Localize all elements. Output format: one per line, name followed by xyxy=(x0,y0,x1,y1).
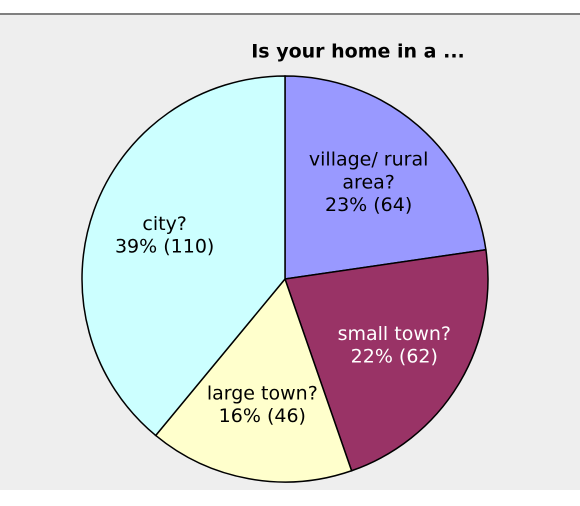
slice-label: large town? xyxy=(207,382,318,404)
value-label: 39% (110) xyxy=(115,236,214,258)
value-label: 16% (46) xyxy=(219,405,306,427)
slice-label-line: small town? xyxy=(338,322,451,344)
slice-label-line: large town? xyxy=(207,382,318,404)
chart-title: Is your home in a ... xyxy=(251,41,465,63)
pie-slice xyxy=(283,248,489,472)
pie-slice xyxy=(284,75,487,280)
pie-slice xyxy=(154,277,353,483)
slice-label-line: city? xyxy=(142,213,187,235)
value-label: 22% (62) xyxy=(351,345,438,367)
pie-slice xyxy=(81,75,286,437)
value-label: 23% (64) xyxy=(325,194,412,216)
slice-label-line: village/ rural xyxy=(309,148,429,170)
slice-label: city? xyxy=(142,213,187,235)
slice-label-line: area? xyxy=(342,171,394,193)
slice-label: village/ rural area? xyxy=(309,148,429,193)
slice-label: small town? xyxy=(338,322,451,344)
